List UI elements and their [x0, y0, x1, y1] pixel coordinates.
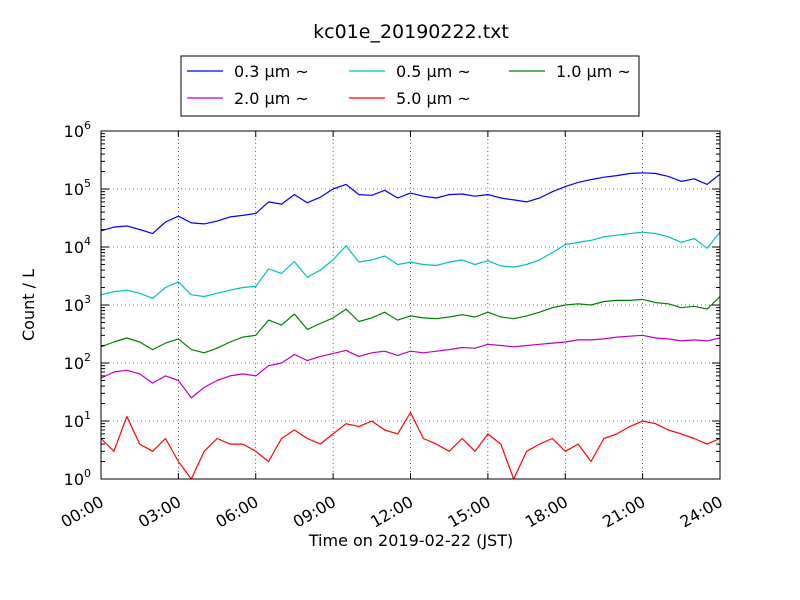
- legend-label-1: 0.5 μm ~: [396, 62, 471, 81]
- x-tick-label: 12:00: [367, 492, 416, 532]
- x-tick-label: 09:00: [290, 492, 339, 532]
- y-tick-label: 104: [64, 235, 91, 257]
- x-tick-label: 21:00: [599, 492, 648, 532]
- y-tick-label: 100: [64, 467, 91, 489]
- x-tick-label: 06:00: [212, 492, 261, 532]
- series-line-1: [100, 231, 721, 299]
- legend-box: [180, 55, 640, 117]
- x-axis-label: Time on 2019-02-22 (JST): [308, 531, 513, 550]
- legend-label-3: 2.0 μm ~: [234, 89, 309, 108]
- grid-lines: [101, 131, 720, 479]
- x-tick-label: 24:00: [677, 492, 726, 532]
- y-tick-label: 106: [64, 119, 91, 141]
- series-layer: [100, 172, 721, 480]
- y-axis: 100 101 102 103 104 105 106: [64, 119, 720, 489]
- x-tick-label: 00:00: [58, 492, 107, 532]
- y-tick-label: 102: [64, 351, 91, 373]
- legend-label-2: 1.0 μm ~: [556, 62, 631, 81]
- x-tick-label: 18:00: [522, 492, 571, 532]
- x-tick-label: 03:00: [135, 492, 184, 532]
- y-tick-label: 105: [64, 177, 91, 199]
- series-line-0: [100, 172, 721, 235]
- y-axis-label: Count / L: [19, 269, 38, 341]
- y-tick-label: 103: [64, 293, 91, 315]
- legend-label-0: 0.3 μm ~: [234, 62, 309, 81]
- series-line-2: [100, 296, 721, 354]
- series-line-4: [100, 411, 721, 480]
- x-axis: 00:00 03:00 06:00 09:00 12:00 15:00 18:00 21:00…: [58, 131, 726, 532]
- x-tick-label: 15:00: [444, 492, 493, 532]
- chart-title: kc01e_20190222.txt: [313, 21, 509, 43]
- legend-label-4: 5.0 μm ~: [396, 89, 471, 108]
- series-line-3: [100, 334, 721, 399]
- y-tick-label: 101: [64, 409, 91, 431]
- legend: 0.3 μm ~ 0.5 μm ~ 1.0 μm ~ 2.0 μm ~ 5.0 μm ~: [180, 55, 640, 117]
